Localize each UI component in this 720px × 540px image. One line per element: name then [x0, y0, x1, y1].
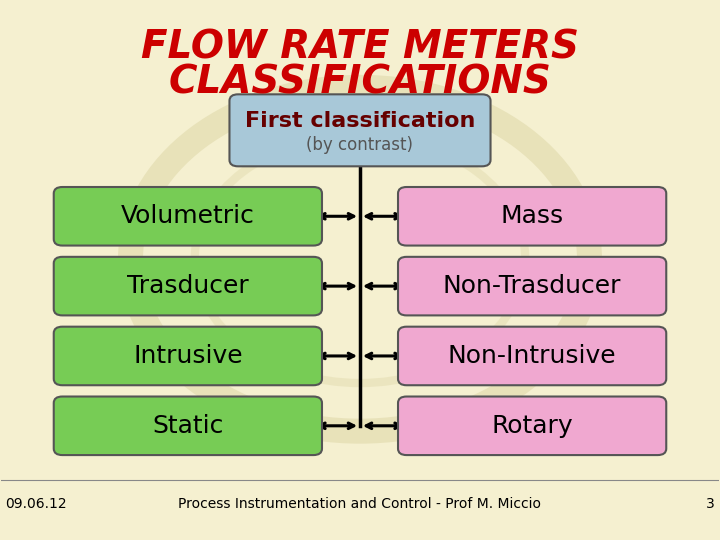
FancyBboxPatch shape	[54, 257, 322, 315]
FancyBboxPatch shape	[54, 327, 322, 385]
Text: Intrusive: Intrusive	[133, 344, 243, 368]
Text: FLOW RATE METERS: FLOW RATE METERS	[141, 28, 579, 66]
Text: Volumetric: Volumetric	[121, 204, 255, 228]
FancyBboxPatch shape	[398, 327, 666, 385]
FancyBboxPatch shape	[398, 187, 666, 246]
Text: (by contrast): (by contrast)	[307, 137, 413, 154]
Text: Rotary: Rotary	[491, 414, 573, 438]
Text: First classification: First classification	[245, 111, 475, 131]
Text: Mass: Mass	[500, 204, 564, 228]
Text: Non-Intrusive: Non-Intrusive	[448, 344, 616, 368]
Text: 09.06.12: 09.06.12	[5, 497, 66, 511]
Text: Non-Trasducer: Non-Trasducer	[443, 274, 621, 298]
FancyBboxPatch shape	[54, 396, 322, 455]
Text: Static: Static	[152, 414, 223, 438]
Text: Process Instrumentation and Control - Prof M. Miccio: Process Instrumentation and Control - Pr…	[179, 497, 541, 511]
FancyBboxPatch shape	[398, 396, 666, 455]
Text: CLASSIFICATIONS: CLASSIFICATIONS	[168, 63, 552, 101]
FancyBboxPatch shape	[398, 257, 666, 315]
FancyBboxPatch shape	[54, 187, 322, 246]
FancyBboxPatch shape	[230, 94, 490, 166]
Text: Trasducer: Trasducer	[127, 274, 248, 298]
Text: 3: 3	[706, 497, 715, 511]
